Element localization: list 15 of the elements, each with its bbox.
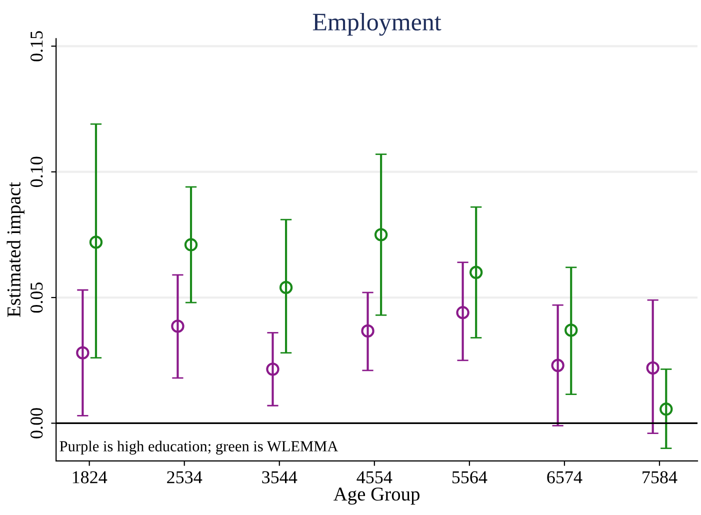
- annotation: Purple is high education; green is WLEMMA: [60, 440, 338, 455]
- y-tick-label: 0.10: [30, 156, 43, 187]
- x-tick-label: 3544: [262, 471, 298, 484]
- x-tick-label: 6574: [547, 471, 582, 484]
- x-tick-label: 7584: [642, 471, 678, 484]
- y-tick-label: 0.15: [30, 31, 43, 62]
- x-tick-label: 2534: [167, 471, 202, 484]
- x-tick-label: 5564: [452, 471, 488, 484]
- x-tick-label: 4554: [356, 471, 392, 484]
- chart-title: Employment: [312, 12, 442, 36]
- y-tick-label: 0.00: [30, 408, 43, 438]
- y-axis-title: Estimated impact: [6, 182, 24, 317]
- y-tick-label: 0.05: [30, 282, 43, 313]
- x-axis-title: Age Group: [334, 488, 420, 505]
- x-tick-label: 1824: [72, 471, 108, 484]
